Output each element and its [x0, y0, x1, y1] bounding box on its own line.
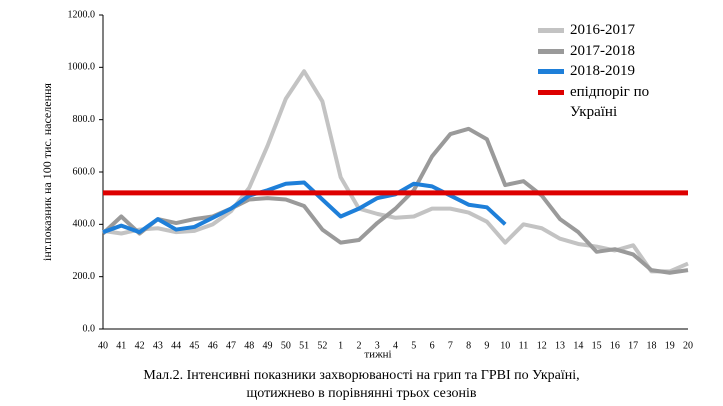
y-tick-label: 1000.0 — [68, 62, 96, 73]
y-tick-label: 600.0 — [73, 166, 96, 177]
x-tick-label: 40 — [98, 340, 108, 351]
legend-item: 2018-2019 — [538, 61, 688, 82]
x-tick-label: 48 — [244, 340, 254, 351]
x-tick-label: 12 — [537, 340, 547, 351]
x-tick-label: 8 — [466, 340, 471, 351]
x-tick-label: 50 — [281, 340, 291, 351]
x-tick-label: 13 — [555, 340, 565, 351]
x-tick-label: 42 — [135, 340, 145, 351]
x-tick-label: 44 — [171, 340, 181, 351]
legend-swatch — [538, 48, 564, 54]
y-tick-label: 200.0 — [73, 271, 96, 282]
x-tick-label: 43 — [153, 340, 163, 351]
legend-swatch — [538, 69, 564, 74]
x-tick-label: 7 — [448, 340, 453, 351]
x-tick-label: 16 — [610, 340, 620, 351]
y-tick-label: 400.0 — [73, 219, 96, 230]
series-line — [102, 180, 507, 235]
caption: щотижнево в порівнянні трьох сезонів — [246, 386, 477, 401]
x-tick-label: 47 — [226, 340, 236, 351]
y-tick-label: 800.0 — [73, 114, 96, 125]
x-tick-label: 3 — [375, 340, 380, 351]
x-tick-label: 5 — [411, 340, 416, 351]
legend-item: 2017-2018 — [538, 41, 688, 62]
legend-swatch — [538, 89, 564, 95]
legend-label: епідпоріг по Україні — [570, 83, 650, 121]
x-tick-label: 10 — [500, 340, 510, 351]
legend: 2016-2017 2017-2018 2018-2019 епідпоріг по … — [538, 20, 688, 123]
x-tick-label: 20 — [683, 340, 693, 351]
x-tick-label: 2 — [356, 340, 361, 351]
x-tick-label: 49 — [263, 340, 273, 351]
x-tick-label: 18 — [646, 340, 656, 351]
legend-label: 2018-2019 — [570, 63, 635, 79]
x-tick-label: 11 — [519, 340, 529, 351]
caption: Мал.2. Інтенсивні показники захворюванос… — [143, 368, 580, 383]
x-tick-label: 17 — [628, 340, 638, 351]
x-tick-label: 15 — [592, 340, 602, 351]
x-tick-label: 51 — [299, 340, 309, 351]
x-axis-label: тижні — [364, 349, 391, 361]
x-tick-label: 41 — [116, 340, 126, 351]
legend-swatch — [538, 28, 564, 33]
legend-item: епідпоріг по Україні — [538, 82, 688, 123]
x-tick-label: 14 — [573, 340, 583, 351]
y-axis-label: інт.показник на 100 тис. населення — [40, 83, 54, 261]
x-tick-label: 46 — [208, 340, 218, 351]
x-tick-label: 52 — [317, 340, 327, 351]
x-tick-label: 4 — [393, 340, 398, 351]
legend-label: 2017-2018 — [570, 42, 635, 59]
series-line — [101, 126, 689, 275]
x-tick-label: 45 — [189, 340, 199, 351]
x-tick-label: 9 — [484, 340, 489, 351]
y-tick-label: 1200.0 — [68, 9, 96, 20]
legend-label: 2016-2017 — [570, 22, 635, 38]
x-tick-label: 1 — [338, 340, 343, 351]
legend-item: 2016-2017 — [538, 20, 688, 41]
y-tick-label: 0.0 — [83, 323, 96, 334]
x-tick-label: 6 — [430, 340, 435, 351]
x-tick-label: 19 — [665, 340, 675, 351]
